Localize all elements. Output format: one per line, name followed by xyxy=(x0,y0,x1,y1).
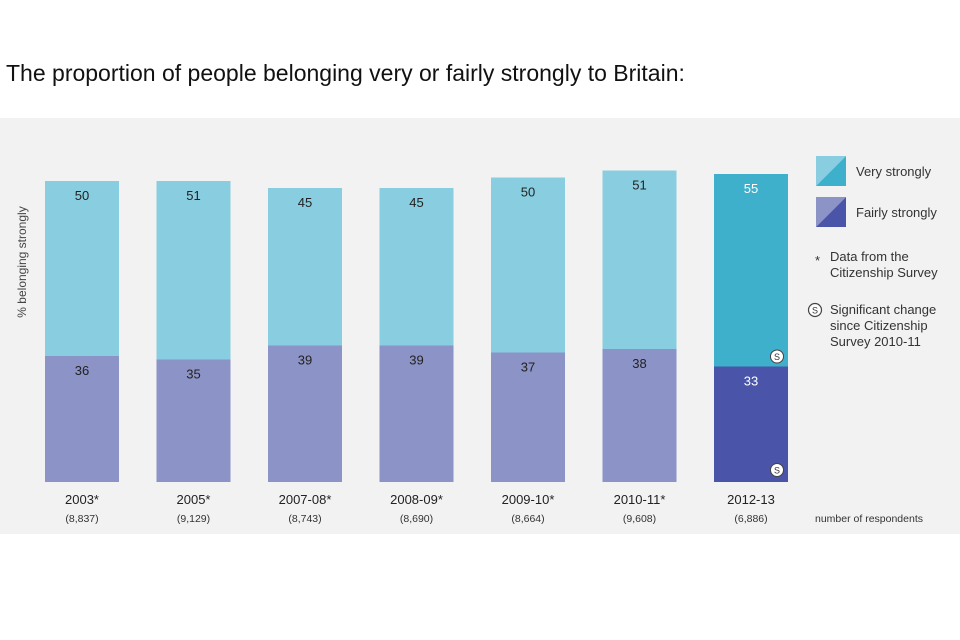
x-tick-label-2009-10: 2009-10* xyxy=(502,492,555,507)
bar-fairly-strongly-2003 xyxy=(45,356,119,482)
bar-very-strongly-2007-08 xyxy=(268,188,342,346)
significant-change-icon-letter: S xyxy=(774,352,780,362)
bar-very-strongly-2008-09 xyxy=(379,188,454,346)
respondents-label-2005: (9,129) xyxy=(177,513,210,525)
legend-label-fairly-strongly: Fairly strongly xyxy=(856,205,937,220)
note-sig-line1: Significant change xyxy=(830,302,936,317)
bar-very-strongly-2003 xyxy=(45,181,119,356)
significant-change-icon: S xyxy=(807,302,823,318)
legend-swatch-fairly-strongly xyxy=(816,197,846,227)
bars-group xyxy=(45,170,788,482)
bar-fairly-strongly-2008-09 xyxy=(379,345,454,482)
bar-fairly-strongly-2012-13 xyxy=(714,366,788,482)
value-label-fairly-strongly-2010-11: 38 xyxy=(632,356,646,371)
note-sig-line3: Survey 2010-11 xyxy=(830,334,921,349)
legend-swatch-very-strongly xyxy=(816,156,846,186)
value-label-fairly-strongly-2005: 35 xyxy=(186,367,200,382)
value-label-very-strongly-2012-13: 55 xyxy=(744,181,758,196)
significant-change-icon-circle xyxy=(770,349,784,364)
x-tick-label-2007-08: 2007-08* xyxy=(279,492,332,507)
legend: Very strongly Fairly strongly * Data fro… xyxy=(807,156,938,525)
bar-fairly-strongly-2009-10 xyxy=(491,352,565,482)
respondents-label-2010-11: (9,608) xyxy=(623,513,656,525)
labels-group: 50 36 2003* (8,837) 51 35 2005* (9,129) 45 39 2007… xyxy=(65,178,784,525)
value-label-very-strongly-2008-09: 45 xyxy=(409,195,423,210)
significant-change-icon-letter: S xyxy=(812,306,818,316)
significant-change-icon-very-strongly: S xyxy=(770,349,784,364)
value-label-fairly-strongly-2009-10: 37 xyxy=(521,360,535,375)
bar-very-strongly-2005 xyxy=(156,181,231,360)
x-tick-label-2005: 2005* xyxy=(177,492,211,507)
bar-very-strongly-2012-13 xyxy=(714,174,788,367)
respondents-caption: number of respondents xyxy=(815,513,923,525)
value-label-fairly-strongly-2012-13: 33 xyxy=(744,374,758,389)
note-sig-line2: since Citizenship xyxy=(830,318,928,333)
x-tick-label-2010-11: 2010-11* xyxy=(614,492,666,507)
value-label-fairly-strongly-2003: 36 xyxy=(75,363,89,378)
significant-change-icon-fairly-strongly: S xyxy=(770,463,784,477)
x-tick-label-2003: 2003* xyxy=(65,492,99,507)
respondents-label-2012-13: (6,886) xyxy=(734,513,767,525)
bar-fairly-strongly-2007-08 xyxy=(268,345,342,482)
bar-very-strongly-2010-11 xyxy=(602,170,677,349)
value-label-fairly-strongly-2008-09: 39 xyxy=(409,353,423,368)
value-label-very-strongly-2003: 50 xyxy=(75,188,89,203)
value-label-very-strongly-2010-11: 51 xyxy=(632,178,646,193)
significant-change-icon-circle xyxy=(770,463,784,477)
legend-label-very-strongly: Very strongly xyxy=(856,164,932,179)
value-label-very-strongly-2007-08: 45 xyxy=(298,195,312,210)
x-tick-label-2012-13: 2012-13 xyxy=(727,492,775,507)
note-star-icon: * xyxy=(815,253,820,268)
respondents-label-2003: (8,837) xyxy=(65,513,98,525)
note-star-line2: Citizenship Survey xyxy=(830,265,938,280)
value-label-fairly-strongly-2007-08: 39 xyxy=(298,353,312,368)
bar-very-strongly-2009-10 xyxy=(491,177,565,353)
value-label-very-strongly-2005: 51 xyxy=(186,188,200,203)
note-star-line1: Data from the xyxy=(830,249,909,264)
value-label-very-strongly-2009-10: 50 xyxy=(521,185,535,200)
x-tick-label-2008-09: 2008-09* xyxy=(390,492,443,507)
bar-fairly-strongly-2010-11 xyxy=(602,349,677,482)
respondents-label-2009-10: (8,664) xyxy=(511,513,544,525)
page-title: The proportion of people belonging very … xyxy=(6,60,685,86)
y-axis-label: % belonging strongly xyxy=(15,206,29,317)
bar-fairly-strongly-2005 xyxy=(156,359,231,482)
respondents-label-2007-08: (8,743) xyxy=(288,513,321,525)
significant-change-icon-letter: S xyxy=(774,466,780,476)
respondents-label-2008-09: (8,690) xyxy=(400,513,433,525)
